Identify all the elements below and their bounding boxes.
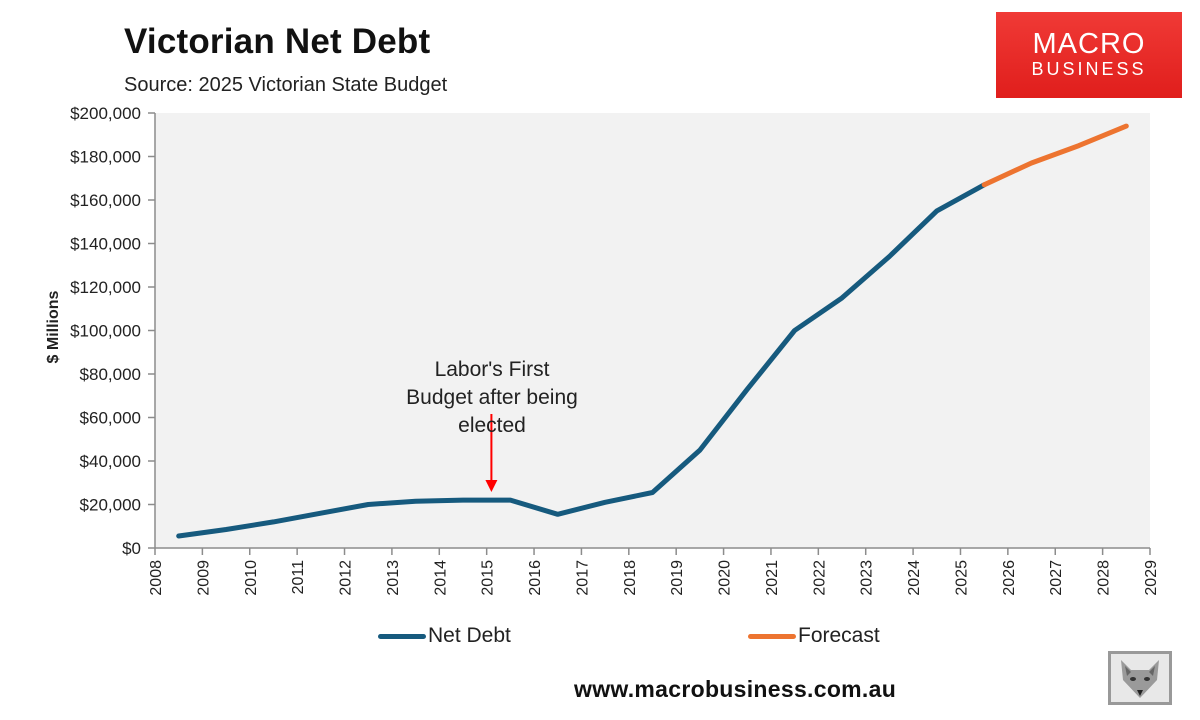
y-tick-label: $80,000	[80, 365, 141, 384]
legend-swatch-net-debt	[378, 633, 426, 639]
y-tick-label: $120,000	[70, 278, 141, 297]
y-tick-label: $200,000	[70, 104, 141, 123]
legend-swatch-forecast	[748, 633, 796, 639]
y-tick-label: $140,000	[70, 235, 141, 254]
x-tick-label: 2016	[527, 560, 544, 596]
x-tick-label: 2017	[574, 560, 591, 596]
x-tick-label: 2010	[243, 560, 260, 596]
macrobusiness-logo: MACRO BUSINESS	[996, 12, 1182, 98]
y-tick-label: $180,000	[70, 148, 141, 167]
x-tick-label: 2022	[811, 560, 828, 596]
annotation-line1: Labor's First	[434, 358, 550, 381]
x-tick-label: 2014	[432, 560, 449, 596]
y-tick-label: $160,000	[70, 191, 141, 210]
x-tick-label: 2012	[338, 560, 355, 596]
x-tick-label: 2011	[290, 560, 307, 595]
x-tick-label: 2026	[1001, 560, 1018, 596]
x-tick-label: 2028	[1096, 560, 1113, 596]
x-tick-label: 2015	[480, 560, 497, 596]
legend-label-net-debt: Net Debt	[428, 624, 511, 647]
x-tick-label: 2024	[906, 560, 923, 596]
x-tick-label: 2029	[1143, 560, 1160, 596]
arrow-head-icon	[485, 480, 498, 492]
legend-label-forecast: Forecast	[798, 624, 880, 647]
website-url: www.macrobusiness.com.au	[574, 676, 897, 702]
y-tick-label: $0	[122, 539, 141, 558]
x-tick-label: 2027	[1048, 560, 1065, 596]
x-tick-label: 2009	[195, 560, 212, 596]
y-tick-label: $100,000	[70, 322, 141, 341]
annotation-line2: Budget after being	[406, 386, 578, 409]
y-tick-label: $60,000	[80, 409, 141, 428]
chart-subtitle: Source: 2025 Victorian State Budget	[124, 74, 448, 96]
logo-line1: MACRO	[1032, 28, 1146, 60]
series-line-forecast	[981, 123, 1129, 188]
fox-icon	[1108, 651, 1172, 705]
annotation-label: Labor's First Budget after being elected	[372, 356, 612, 440]
y-tick-label: $40,000	[80, 452, 141, 471]
series-line-net-debt	[176, 182, 987, 539]
x-tick-label: 2019	[669, 560, 686, 596]
legend-item-forecast: Forecast	[748, 624, 880, 648]
y-tick-label: $20,000	[80, 496, 141, 515]
x-tick-label: 2013	[385, 560, 402, 596]
annotation-line3: elected	[458, 414, 526, 437]
x-tick-label: 2020	[717, 560, 734, 596]
x-tick-label: 2025	[953, 560, 970, 596]
logo-line2: BUSINESS	[1031, 59, 1147, 79]
x-tick-label: 2008	[148, 560, 165, 596]
legend-item-net-debt: Net Debt	[378, 624, 511, 648]
x-tick-label: 2018	[622, 560, 639, 596]
x-tick-label: 2021	[764, 560, 781, 596]
chart-title: Victorian Net Debt	[124, 22, 431, 61]
x-tick-label: 2023	[859, 560, 876, 596]
